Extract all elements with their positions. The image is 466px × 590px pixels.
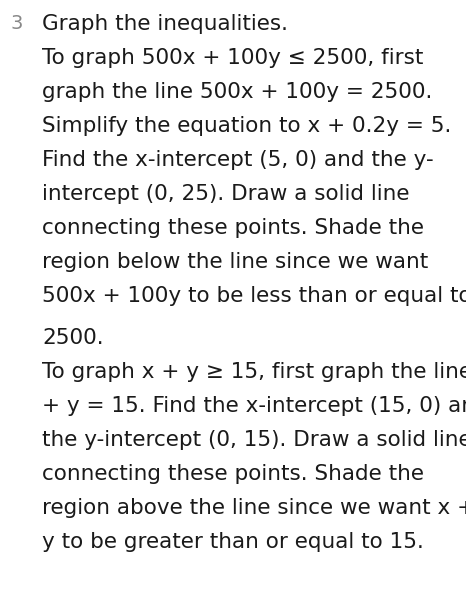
Text: Graph the inequalities.: Graph the inequalities.: [42, 14, 288, 34]
Text: graph the line 500x + 100y = 2500.: graph the line 500x + 100y = 2500.: [42, 82, 432, 102]
Text: the y-intercept (0, 15). Draw a solid line: the y-intercept (0, 15). Draw a solid li…: [42, 430, 466, 450]
Text: 2500.: 2500.: [42, 328, 103, 348]
Text: connecting these points. Shade the: connecting these points. Shade the: [42, 464, 424, 484]
Text: region above the line since we want x +: region above the line since we want x +: [42, 498, 466, 518]
Text: To graph x + y ≥ 15, first graph the line x: To graph x + y ≥ 15, first graph the lin…: [42, 362, 466, 382]
Text: region below the line since we want: region below the line since we want: [42, 252, 428, 272]
Text: + y = 15. Find the x-intercept (15, 0) and: + y = 15. Find the x-intercept (15, 0) a…: [42, 396, 466, 416]
Text: y to be greater than or equal to 15.: y to be greater than or equal to 15.: [42, 532, 424, 552]
Text: connecting these points. Shade the: connecting these points. Shade the: [42, 218, 424, 238]
Text: intercept (0, 25). Draw a solid line: intercept (0, 25). Draw a solid line: [42, 184, 410, 204]
Text: 500x + 100y to be less than or equal to: 500x + 100y to be less than or equal to: [42, 286, 466, 306]
Text: Simplify the equation to x + 0.2y = 5.: Simplify the equation to x + 0.2y = 5.: [42, 116, 452, 136]
Text: To graph 500x + 100y ≤ 2500, first: To graph 500x + 100y ≤ 2500, first: [42, 48, 424, 68]
Text: Find the x-intercept (5, 0) and the y-: Find the x-intercept (5, 0) and the y-: [42, 150, 434, 170]
Text: 3: 3: [10, 14, 22, 33]
